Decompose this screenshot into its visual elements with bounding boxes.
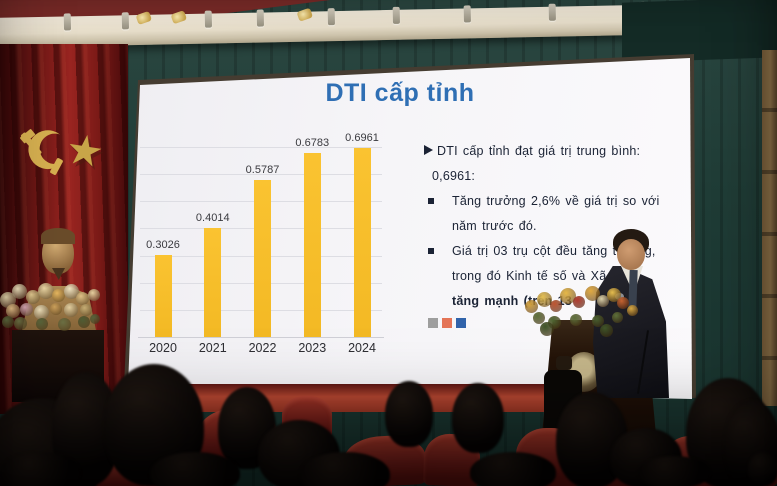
- flower: [38, 283, 54, 299]
- square-bullet-icon: [428, 198, 434, 204]
- flower: [58, 318, 71, 331]
- arrow-bullet-icon: [424, 145, 433, 155]
- flower: [64, 303, 78, 317]
- flower: [88, 289, 100, 301]
- bar-chart: 0.3026 2020 0.4014 2021 0.5787 2022 0.6783 2023…: [136, 91, 388, 371]
- light-clip-icon: [548, 3, 556, 21]
- flower: [78, 316, 90, 328]
- light-clip-icon: [63, 13, 72, 31]
- light-clip-icon: [327, 8, 335, 26]
- chart-category-label: 2024: [348, 341, 376, 355]
- chart-bar: [254, 179, 271, 337]
- flower: [34, 305, 49, 320]
- flower: [50, 303, 62, 315]
- audience-head: [300, 452, 390, 486]
- audience-head: [470, 452, 556, 486]
- sub-bullet-2-line1: Giá trị 03 trụ cột đều tăng trưởng,: [414, 239, 690, 264]
- flower: [90, 314, 100, 324]
- flower: [612, 312, 623, 323]
- flower: [525, 300, 538, 313]
- flower: [533, 312, 545, 324]
- sub-bullet-2-text: Giá trị 03 trụ cột đều tăng trưởng,: [452, 244, 656, 258]
- flower: [627, 305, 638, 316]
- chart-gridline: [140, 147, 382, 148]
- audience-head: [748, 452, 777, 486]
- flower: [80, 304, 92, 316]
- color-square-icon: [428, 318, 438, 328]
- chart-category-label: 2023: [298, 341, 327, 355]
- flower: [6, 304, 20, 318]
- flower: [617, 297, 629, 309]
- light-clip-icon: [121, 12, 130, 30]
- color-square-icon: [456, 318, 466, 328]
- light-clip-icon: [392, 6, 400, 24]
- light-clip-icon: [204, 10, 213, 28]
- flower: [600, 324, 613, 337]
- chart-bar: [204, 228, 222, 337]
- light-clip-icon: [463, 5, 471, 23]
- flower: [537, 292, 552, 307]
- chart-value-label: 0.4014: [195, 212, 230, 225]
- chart-bar: [303, 152, 321, 337]
- audience-head: [452, 383, 504, 453]
- chart-bar: [353, 148, 371, 337]
- camera-equipment-top: [556, 356, 572, 370]
- sub-bullet-1-line2: năm trước đó.: [452, 219, 537, 233]
- audience-head: [150, 452, 240, 486]
- chart-value-label: 0.6783: [295, 136, 330, 149]
- sub-bullet-2-line2: trong đó Kinh tế số và Xã: [452, 269, 607, 283]
- flower: [64, 284, 79, 299]
- flower: [20, 303, 33, 316]
- flower: [540, 322, 554, 336]
- audience-head: [0, 452, 80, 486]
- sub-bullet-1-line1: Tăng trưởng 2,6% về giá trị so với: [414, 189, 690, 214]
- wood-wall-trim: [762, 50, 777, 406]
- chart-value-label: 0.6961: [345, 132, 379, 145]
- light-clip-icon: [256, 9, 265, 27]
- flower: [597, 295, 609, 307]
- speaker-face: [617, 239, 645, 270]
- chart-category-label: 2020: [149, 341, 177, 355]
- chart-axis-line: [138, 337, 384, 338]
- flower: [2, 316, 14, 328]
- flower: [573, 296, 585, 308]
- flower: [570, 314, 582, 326]
- flower: [14, 317, 27, 330]
- intro-text: DTI cấp tỉnh đạt giá trị trung bình:: [437, 144, 641, 158]
- flower: [585, 286, 600, 301]
- flower: [36, 318, 48, 330]
- slide-title: DTI cấp tỉnh: [325, 79, 475, 107]
- chart-value-label: 0.5787: [245, 163, 280, 176]
- gold-star-icon: ★: [62, 124, 108, 177]
- chart-gridline: [140, 174, 382, 176]
- sub-bullet-1-text: Tăng trưởng 2,6% về giá trị so với: [452, 194, 660, 208]
- audience-head: [385, 381, 433, 447]
- square-bullet-icon: [428, 248, 434, 254]
- curtain-pelmet: [622, 0, 777, 63]
- slide-color-squares: [414, 317, 690, 329]
- chart-value-label: 0.3026: [146, 238, 180, 251]
- flower: [560, 288, 576, 304]
- ho-chi-minh-bust-hair: [41, 228, 75, 244]
- flower: [12, 284, 27, 299]
- color-square-icon: [442, 318, 452, 328]
- bullet-intro-line1: DTI cấp tỉnh đạt giá trị trung bình:: [414, 139, 690, 164]
- hammer-sickle-icon: [19, 129, 64, 175]
- bullet-intro-line2: 0,6961:: [432, 169, 476, 183]
- chart-category-label: 2022: [248, 341, 277, 355]
- flower: [550, 300, 562, 312]
- slide-text-block: DTI cấp tỉnh đạt giá trị trung bình: 0,6…: [414, 139, 690, 329]
- chart-bar: [154, 254, 172, 337]
- flower: [592, 315, 604, 327]
- flower: [26, 290, 40, 304]
- audience-head: [638, 456, 710, 486]
- flower: [76, 292, 89, 305]
- chart-category-label: 2021: [198, 341, 227, 355]
- flower: [52, 289, 65, 302]
